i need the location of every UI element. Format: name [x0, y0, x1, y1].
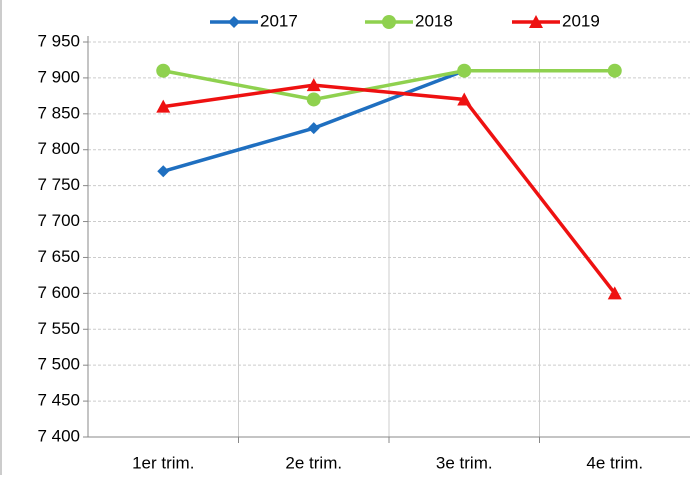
x-tick-label: 2e trim. — [285, 453, 342, 472]
y-tick-label: 7 400 — [37, 426, 80, 445]
legend-label: 2019 — [562, 11, 600, 30]
x-tick-label: 3e trim. — [436, 453, 493, 472]
y-tick-label: 7 650 — [37, 247, 80, 266]
marker — [307, 122, 320, 135]
marker — [306, 78, 321, 92]
marker — [457, 63, 472, 78]
series-line — [163, 83, 617, 295]
legend-label: 2018 — [415, 11, 453, 30]
y-tick-label: 7 550 — [37, 319, 80, 338]
y-tick-label: 7 900 — [37, 67, 80, 86]
marker — [157, 165, 170, 178]
y-tick-label: 7 800 — [37, 139, 80, 158]
y-tick-label: 7 750 — [37, 175, 80, 194]
x-tick-label: 4e trim. — [586, 453, 643, 472]
y-tick-label: 7 600 — [37, 283, 80, 302]
marker — [228, 16, 240, 28]
series-line — [162, 68, 615, 102]
marker — [607, 286, 622, 300]
marker — [607, 63, 622, 78]
y-tick-label: 7 450 — [37, 391, 80, 410]
marker — [457, 92, 472, 106]
x-tick-label: 1er trim. — [132, 453, 194, 472]
marker — [306, 92, 321, 107]
marker — [156, 63, 171, 78]
y-tick-label: 7 850 — [37, 103, 80, 122]
y-tick-label: 7 950 — [37, 31, 80, 50]
marker — [382, 15, 396, 29]
y-tick-label: 7 500 — [37, 355, 80, 374]
marker — [529, 15, 543, 28]
legend-label: 2017 — [260, 11, 298, 30]
y-tick-label: 7 700 — [37, 211, 80, 230]
marker — [156, 99, 171, 113]
